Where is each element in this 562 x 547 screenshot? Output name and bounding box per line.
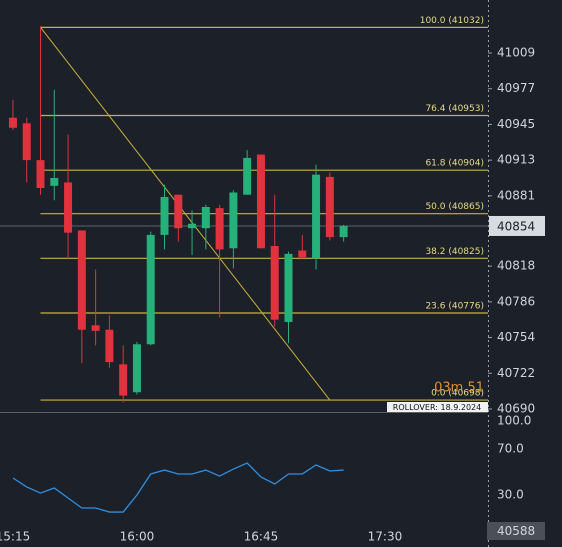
- candle-body: [229, 192, 238, 249]
- osc-tick-label: 70.0: [497, 442, 524, 456]
- fib-label: 100.0 (41032): [420, 16, 484, 26]
- candle-body: [119, 364, 128, 396]
- current-price-badge: [489, 215, 545, 236]
- y-tick-label: 40818: [497, 259, 535, 273]
- osc-tick-label: 100.0: [497, 414, 531, 428]
- x-tick-label: 17:30: [368, 530, 403, 544]
- oscillator-line: [12, 462, 344, 513]
- countdown: 03m 51: [434, 381, 484, 396]
- axis-badge-label: 40588: [497, 524, 535, 538]
- osc-tick-label: 30.0: [497, 488, 524, 502]
- y-tick-label: 40977: [497, 81, 535, 95]
- rollover-label: ROLLOVER: 18.9.2024: [393, 403, 481, 412]
- axis-badge: [487, 522, 545, 540]
- y-tick-label: 40881: [497, 188, 535, 202]
- fib-label: 76.4 (40953): [425, 104, 484, 114]
- candle-body: [256, 154, 265, 249]
- candle-body: [284, 253, 293, 322]
- y-tick-label: 40945: [497, 117, 535, 131]
- candle-body: [243, 157, 252, 195]
- fib-label: 0.0 (40698): [431, 389, 484, 399]
- fib-trend-line: [40, 27, 331, 401]
- candle-body: [77, 230, 86, 330]
- y-tick-label: 40786: [497, 294, 535, 308]
- fib-label: 50.0 (40865): [425, 202, 484, 212]
- candle-body: [339, 225, 348, 238]
- candle-body: [22, 123, 31, 161]
- candle-body: [215, 208, 224, 250]
- candle-body: [50, 177, 59, 186]
- candle-body: [298, 250, 307, 258]
- y-tick-label: 40690: [497, 401, 535, 415]
- candle-body: [132, 344, 141, 393]
- candle-body: [201, 207, 210, 229]
- candle-body: [270, 246, 279, 320]
- rollover-badge: [387, 402, 488, 412]
- fib-label: 61.8 (40904): [425, 159, 484, 169]
- current-price-label: 40854: [497, 219, 535, 233]
- candle-body: [188, 223, 197, 229]
- y-tick-label: 41009: [497, 46, 535, 60]
- candle-body: [146, 234, 155, 345]
- candle-body: [91, 325, 100, 331]
- candle-body: [64, 182, 73, 233]
- candle-body: [160, 196, 169, 235]
- x-tick-label: 16:00: [120, 530, 155, 544]
- y-tick-label: 40913: [497, 153, 535, 167]
- y-tick-label: 40722: [497, 366, 535, 380]
- y-tick-label: 40754: [497, 330, 535, 344]
- fib-label: 23.6 (40776): [425, 302, 484, 312]
- fib-label: 38.2 (40825): [425, 247, 484, 257]
- candle-body: [105, 329, 114, 363]
- candle-body: [312, 174, 321, 259]
- x-tick-label: 16:45: [244, 530, 279, 544]
- candle-body: [36, 160, 45, 189]
- candle-body: [8, 117, 17, 128]
- candle-body: [174, 194, 183, 229]
- candle-body: [325, 176, 334, 238]
- x-tick-label: 15:15: [0, 530, 30, 544]
